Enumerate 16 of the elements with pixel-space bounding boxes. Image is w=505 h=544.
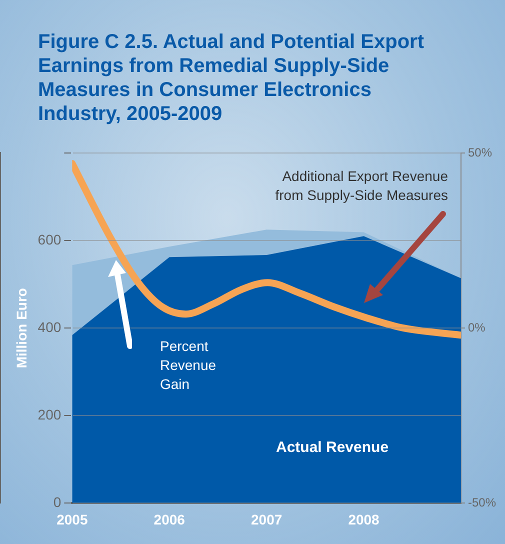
- x-tick-label: 2007: [250, 511, 282, 528]
- x-tick-label: 2008: [348, 511, 380, 528]
- text: Percent Revenue Gain: [160, 337, 218, 394]
- series-label: Additional Export Revenue from Supply-Side Measures: [274, 167, 448, 205]
- y-tick-label: 400: [38, 318, 62, 335]
- x-tick-label: 2005: [56, 511, 88, 528]
- y-axis-title: Million Euro: [13, 288, 30, 368]
- y2-tick-label: 50%: [468, 145, 492, 160]
- y-tick-label: 0: [53, 494, 62, 510]
- x-tick-label: 2006: [154, 511, 186, 528]
- y2-tick-label: 0%: [468, 320, 486, 334]
- y2-tick-label: -50%: [468, 496, 496, 510]
- y-tick-label: 600: [38, 231, 62, 248]
- y-tick-label: 200: [38, 406, 62, 423]
- series-label: Actual Revenue: [276, 438, 389, 457]
- chart-title: Figure C 2.5. Actual and Potential Export Earnings from Remedial Supply-Side Measures in Consumer Electronics Industry, 2005-2009: [38, 30, 425, 126]
